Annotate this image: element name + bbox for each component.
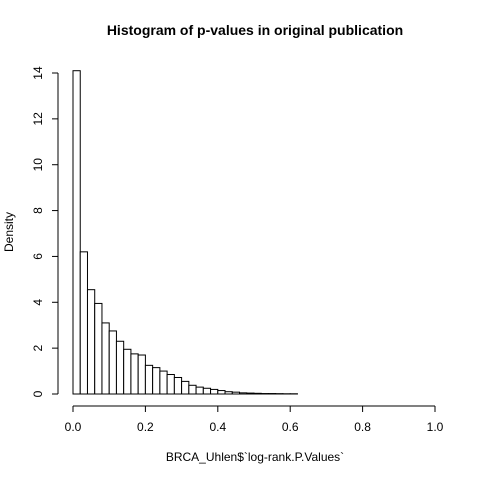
y-axis: 0 2 4 6 8 10 12 14	[31, 66, 59, 397]
chart-title: Histogram of p-values in original public…	[107, 22, 403, 38]
y-tick-label: 0	[31, 390, 45, 397]
histogram-bar	[86, 289, 96, 395]
x-tick-label: 1.0	[427, 420, 444, 434]
y-tick-label: 8	[31, 207, 45, 214]
x-axis-label: BRCA_Uhlen$`log-rank.P.Values`	[166, 450, 344, 464]
y-tick-label: 12	[31, 112, 45, 126]
histogram-bar	[144, 364, 154, 395]
histogram-bar	[173, 376, 183, 395]
y-tick-label: 14	[31, 66, 45, 80]
histogram-bar	[166, 374, 175, 395]
histogram-bar	[253, 392, 262, 395]
histogram-bar	[231, 391, 241, 395]
histogram-bar	[195, 386, 204, 395]
y-tick-label: 2	[31, 344, 45, 351]
x-tick-label: 0.2	[137, 420, 154, 434]
histogram-bar	[210, 388, 219, 395]
y-axis-label: Density	[2, 212, 16, 252]
histogram-bar	[239, 392, 248, 395]
histogram-bar	[108, 330, 117, 395]
x-tick-label: 0.4	[209, 420, 226, 434]
y-tick-label: 6	[31, 253, 45, 260]
x-tick-label: 0.8	[354, 420, 371, 434]
histogram-bar	[152, 367, 161, 395]
histogram-bar	[181, 380, 190, 395]
histogram-bar	[246, 392, 255, 395]
y-tick-label: 4	[31, 299, 45, 306]
x-tick-label: 0.6	[282, 420, 299, 434]
histogram-bar	[217, 390, 226, 395]
bars-group	[72, 70, 298, 395]
histogram-bar	[202, 387, 212, 395]
histogram-bar	[94, 302, 103, 395]
y-tick-label: 10	[31, 158, 45, 172]
histogram-bar	[79, 251, 88, 395]
histogram-bar	[123, 348, 132, 395]
histogram-bar	[159, 370, 168, 395]
histogram-bar	[72, 70, 81, 395]
histogram-bar	[101, 322, 110, 395]
histogram-bar	[224, 391, 233, 395]
histogram-bar	[130, 353, 139, 395]
histogram-bar	[115, 340, 125, 395]
histogram-bar	[137, 354, 146, 395]
x-tick-label: 0.0	[65, 420, 82, 434]
histogram-bar	[188, 384, 197, 395]
x-axis: 0.0 0.2 0.4 0.6 0.8 1.0	[65, 405, 444, 434]
